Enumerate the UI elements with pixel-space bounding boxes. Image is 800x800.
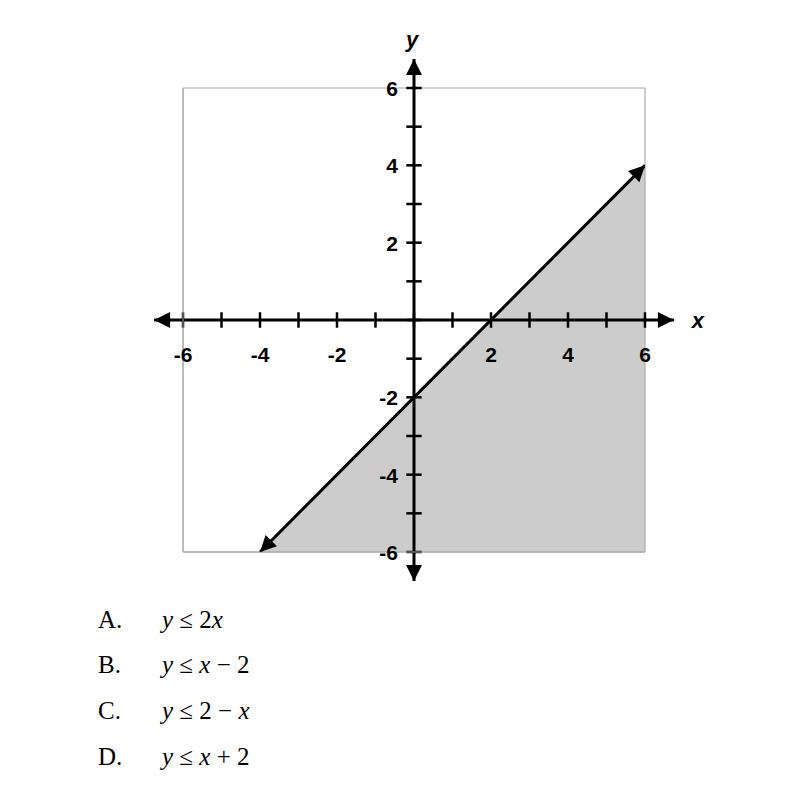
html-text:y ≤ 2 x: y ≤ 2 x <box>162 606 223 633</box>
html-text:A.: A. <box>98 606 123 633</box>
svg-text:-6: -6 <box>174 343 193 366</box>
html-text:D.: D. <box>98 743 123 770</box>
html-text:B.: B. <box>98 651 121 678</box>
svg-text:2: 2 <box>386 232 398 255</box>
html-text:y ≤ x + 2: y ≤ x + 2 <box>162 743 250 770</box>
svg-text:-2: -2 <box>379 386 398 409</box>
svg-text:-2: -2 <box>328 343 347 366</box>
svg-text:6: 6 <box>639 343 651 366</box>
svg-text:y: y <box>405 27 420 52</box>
html-text:y ≤ x − 2: y ≤ x − 2 <box>162 651 250 678</box>
svg-text:4: 4 <box>562 343 574 366</box>
svg-text:2: 2 <box>485 343 497 366</box>
svg-text:4: 4 <box>386 154 398 177</box>
svg-text:-6: -6 <box>379 541 398 564</box>
svg-text:-4: -4 <box>379 464 398 487</box>
svg-text:-4: -4 <box>251 343 270 366</box>
html-text:y ≤ 2 − x: y ≤ 2 − x <box>162 697 250 724</box>
svg-text:x: x <box>691 308 705 333</box>
html-text:C.: C. <box>98 697 121 724</box>
svg-text:6: 6 <box>386 77 398 100</box>
